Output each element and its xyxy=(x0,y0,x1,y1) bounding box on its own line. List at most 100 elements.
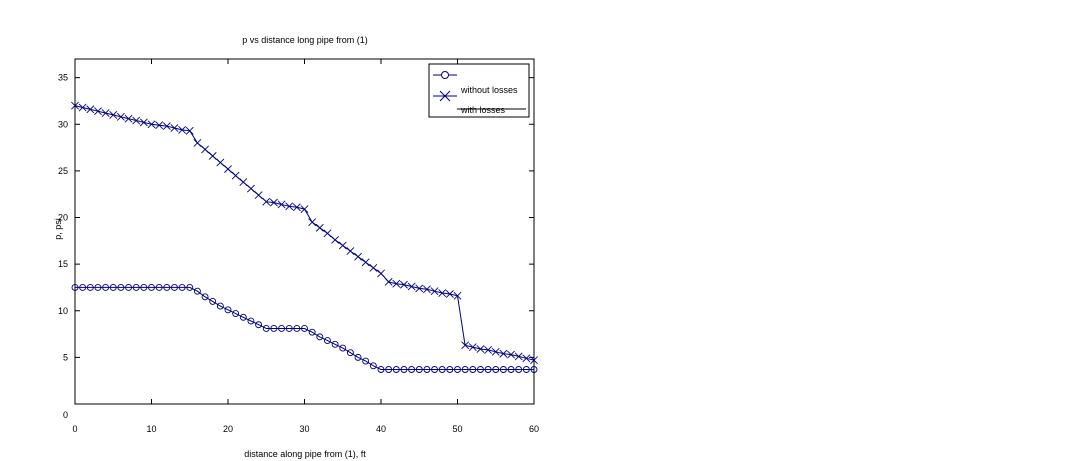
data-point xyxy=(415,366,423,373)
data-point xyxy=(109,283,117,291)
data-point xyxy=(224,165,232,173)
data-point xyxy=(385,366,393,373)
data-point xyxy=(300,205,309,214)
data-point xyxy=(392,366,400,373)
data-point xyxy=(369,263,378,272)
x-tick-label: 20 xyxy=(223,424,233,434)
data-point xyxy=(101,109,110,117)
data-point xyxy=(278,325,285,332)
data-point xyxy=(86,283,94,291)
data-point xyxy=(193,287,201,295)
y-tick-label: 10 xyxy=(58,306,68,316)
data-point xyxy=(491,347,500,356)
legend-entry: without losses xyxy=(433,71,518,95)
data-point xyxy=(269,198,278,207)
data-point xyxy=(392,279,401,288)
data-point xyxy=(140,283,148,291)
data-point xyxy=(125,283,133,291)
y-axis-label: p, psi xyxy=(53,218,63,240)
data-point xyxy=(454,366,461,373)
data-point xyxy=(132,283,140,291)
data-point xyxy=(453,291,462,300)
data-point xyxy=(247,317,255,325)
series-without-losses xyxy=(71,283,538,373)
data-point xyxy=(193,139,202,147)
data-point xyxy=(116,112,125,121)
data-point xyxy=(232,310,240,318)
data-point xyxy=(514,352,523,361)
data-point xyxy=(71,283,79,291)
data-point xyxy=(285,325,293,332)
legend-marker xyxy=(439,90,451,102)
data-point xyxy=(422,285,431,294)
data-point xyxy=(361,258,370,267)
x-tick-label: 60 xyxy=(529,424,539,434)
data-point xyxy=(408,366,416,373)
data-point xyxy=(71,101,79,110)
legend-label: with losses xyxy=(460,105,506,115)
data-point xyxy=(155,283,163,291)
data-point xyxy=(400,366,408,373)
data-point xyxy=(469,366,477,373)
data-point xyxy=(224,306,232,314)
data-point xyxy=(530,356,538,365)
data-point xyxy=(162,122,171,131)
data-point xyxy=(430,287,439,296)
data-point xyxy=(255,321,263,329)
data-point xyxy=(277,200,286,209)
data-point xyxy=(78,103,87,112)
data-point xyxy=(354,252,362,261)
data-point xyxy=(438,366,446,373)
data-point xyxy=(415,284,424,293)
data-point xyxy=(362,357,370,365)
data-point xyxy=(530,366,538,373)
data-point xyxy=(208,152,217,160)
data-point xyxy=(147,120,156,129)
series-with-losses xyxy=(71,101,538,365)
data-point xyxy=(384,277,393,286)
data-point xyxy=(239,313,247,321)
data-point xyxy=(148,283,155,291)
y-tick-label: 15 xyxy=(58,259,68,269)
x-tick-label: 10 xyxy=(146,424,156,434)
data-point xyxy=(400,280,408,289)
data-point xyxy=(185,126,194,135)
data-point xyxy=(339,344,347,352)
data-point xyxy=(324,337,331,345)
data-point xyxy=(354,353,362,361)
data-point xyxy=(170,283,178,291)
y-tick-label: 20 xyxy=(58,213,68,223)
data-point xyxy=(262,325,270,332)
data-point xyxy=(461,366,469,373)
data-point xyxy=(201,145,209,154)
data-point xyxy=(477,366,484,373)
data-point xyxy=(209,297,217,305)
legend-marker xyxy=(441,71,449,79)
y-tick-label: 30 xyxy=(58,119,68,129)
data-point xyxy=(139,118,148,127)
data-point xyxy=(499,366,507,373)
data-point xyxy=(178,283,186,291)
data-point xyxy=(308,328,316,336)
data-point xyxy=(476,345,485,353)
series-line xyxy=(74,105,535,361)
data-point xyxy=(331,235,340,244)
data-point xyxy=(186,283,194,291)
data-point xyxy=(431,366,438,373)
y-tick-label: 0 xyxy=(63,410,68,420)
data-point xyxy=(124,114,133,123)
data-point xyxy=(331,340,339,348)
data-point xyxy=(262,197,271,206)
data-point xyxy=(323,229,332,238)
data-point xyxy=(292,203,301,212)
data-point xyxy=(94,107,102,116)
y-tick-label: 25 xyxy=(58,166,68,176)
data-point xyxy=(338,241,347,250)
data-point xyxy=(492,366,500,373)
data-point xyxy=(308,218,317,227)
x-tick-label: 30 xyxy=(299,424,309,434)
data-point xyxy=(94,283,102,291)
y-axis: 0 5 10 15 20 25 30 35 xyxy=(58,73,534,420)
data-point xyxy=(515,366,523,373)
data-point xyxy=(216,302,224,310)
